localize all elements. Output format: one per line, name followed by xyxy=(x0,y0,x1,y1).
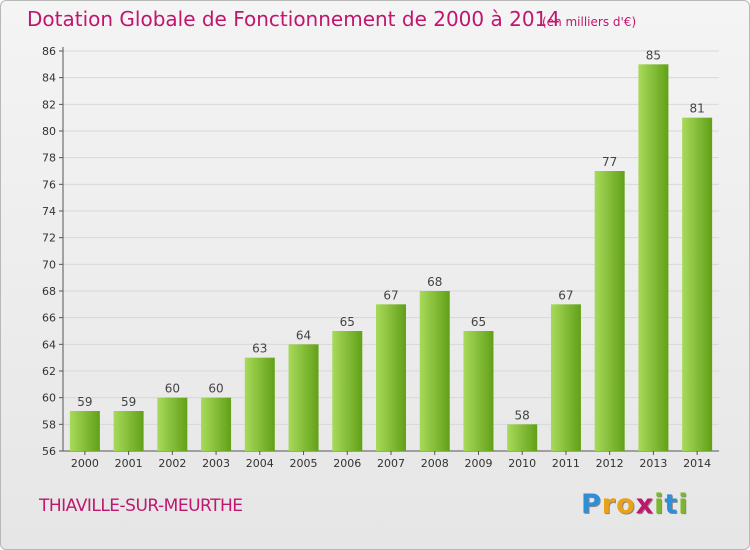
data-label: 59 xyxy=(77,395,92,409)
x-tick-label: 2004 xyxy=(246,457,274,470)
x-tick-label: 2008 xyxy=(421,457,449,470)
y-tick-label: 70 xyxy=(42,258,56,271)
logo-letter: x xyxy=(635,489,655,520)
data-label: 65 xyxy=(340,315,355,329)
bar xyxy=(419,291,450,451)
y-tick-label: 58 xyxy=(42,418,56,431)
x-tick-label: 2012 xyxy=(596,457,624,470)
y-tick-label: 76 xyxy=(42,178,56,191)
logo-letter: t xyxy=(664,489,679,520)
bar xyxy=(550,304,581,451)
bar xyxy=(244,357,275,451)
x-tick-label: 2006 xyxy=(333,457,361,470)
logo-letter: r xyxy=(601,489,617,520)
bar xyxy=(507,424,538,451)
x-tick-label: 2001 xyxy=(115,457,143,470)
commune-name: THIAVILLE-SUR-MEURTHE xyxy=(39,496,243,516)
data-label: 64 xyxy=(296,328,311,342)
bar xyxy=(594,171,625,451)
x-tick-label: 2002 xyxy=(158,457,186,470)
y-tick-label: 82 xyxy=(42,98,56,111)
x-tick-label: 2014 xyxy=(683,457,711,470)
y-tick-label: 84 xyxy=(42,72,56,85)
y-tick-label: 66 xyxy=(42,312,56,325)
bar xyxy=(113,411,144,451)
bar xyxy=(463,331,494,451)
data-label: 67 xyxy=(558,288,573,302)
y-tick-label: 64 xyxy=(42,338,56,351)
y-tick-label: 78 xyxy=(42,152,56,165)
logo-letter: P xyxy=(581,489,602,520)
y-tick-label: 62 xyxy=(42,365,56,378)
bar xyxy=(69,411,100,451)
data-label: 63 xyxy=(252,342,267,356)
logo-letter: o xyxy=(616,489,636,520)
y-tick-label: 72 xyxy=(42,232,56,245)
y-tick-label: 68 xyxy=(42,285,56,298)
y-tick-label: 74 xyxy=(42,205,56,218)
logo-letter: i xyxy=(678,489,689,520)
bar xyxy=(332,331,363,451)
data-label: 68 xyxy=(427,275,442,289)
data-label: 81 xyxy=(689,102,704,116)
x-tick-label: 2013 xyxy=(639,457,667,470)
x-tick-label: 2000 xyxy=(71,457,99,470)
data-label: 67 xyxy=(383,288,398,302)
bars xyxy=(69,64,713,452)
data-labels: 59 59 60 60 63 64 65 67 68 65 58 67 77 85 81 xyxy=(77,48,705,422)
x-tick-label: 2011 xyxy=(552,457,580,470)
data-label: 60 xyxy=(208,382,223,396)
chart-title: Dotation Globale de Fonctionnement de 20… xyxy=(27,7,560,31)
x-tick-label: 2010 xyxy=(508,457,536,470)
y-tick-label: 86 xyxy=(42,45,56,58)
y-tick-label: 56 xyxy=(42,445,56,458)
chart-subtitle: (en milliers d'€) xyxy=(542,15,637,29)
y-tick-label: 60 xyxy=(42,392,56,405)
proxiti-logo[interactable]: Proxiti xyxy=(581,489,689,520)
bar xyxy=(638,64,669,452)
bar xyxy=(376,304,406,451)
x-tick-labels: 2000 2001 2002 2003 2004 2005 2006 2007 2008 2009… xyxy=(71,457,711,470)
bar xyxy=(682,117,713,452)
data-label: 59 xyxy=(121,395,136,409)
bar xyxy=(288,344,319,451)
data-label: 85 xyxy=(646,48,661,62)
data-label: 77 xyxy=(602,155,617,169)
data-label: 60 xyxy=(165,382,180,396)
data-label: 58 xyxy=(515,408,530,422)
y-tick-label: 80 xyxy=(42,125,56,138)
y-tick-labels: 56 58 60 62 64 66 68 70 72 74 76 78 80 82 84 86 xyxy=(42,45,56,458)
x-tick-label: 2007 xyxy=(377,457,405,470)
x-tick-label: 2003 xyxy=(202,457,230,470)
data-label: 65 xyxy=(471,315,486,329)
bar xyxy=(201,397,232,451)
bar xyxy=(157,397,188,451)
logo-letter: i xyxy=(654,489,665,520)
x-tick-label: 2009 xyxy=(464,457,492,470)
x-tick-label: 2005 xyxy=(290,457,318,470)
